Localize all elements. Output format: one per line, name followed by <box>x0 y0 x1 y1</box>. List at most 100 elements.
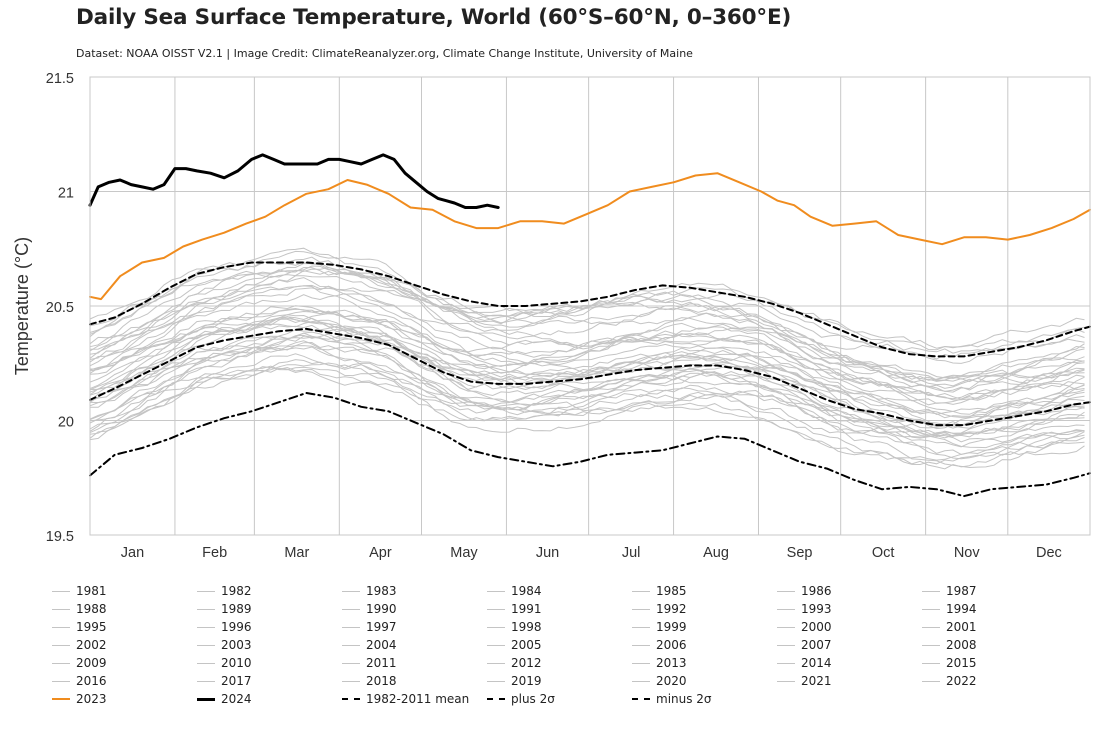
legend-label: 1997 <box>366 620 397 634</box>
legend-label: 1981 <box>76 584 107 598</box>
legend-label: 1988 <box>76 602 107 616</box>
legend-item[interactable]: 2017 <box>197 673 252 689</box>
legend-item[interactable]: 2014 <box>777 655 832 671</box>
legend-item[interactable]: 2001 <box>922 619 977 635</box>
legend-item[interactable]: 2010 <box>197 655 252 671</box>
legend-label: 1995 <box>76 620 107 634</box>
series-line-2012 <box>89 284 1085 381</box>
legend-item[interactable]: minus 2σ <box>632 691 712 707</box>
legend-item[interactable]: 2018 <box>342 673 397 689</box>
chart-subtitle: Dataset: NOAA OISST V2.1 | Image Credit:… <box>76 47 693 60</box>
legend-label: 2018 <box>366 674 397 688</box>
legend-item[interactable]: 1987 <box>922 583 977 599</box>
series-line-1985 <box>89 365 1085 443</box>
legend-item[interactable]: 1983 <box>342 583 397 599</box>
gray-year-lines <box>89 247 1085 470</box>
legend-item[interactable]: 2022 <box>922 673 977 689</box>
legend-item[interactable]: 1989 <box>197 601 252 617</box>
legend-swatch <box>52 608 70 610</box>
legend-item[interactable]: 2013 <box>632 655 687 671</box>
legend-label: 2001 <box>946 620 977 634</box>
legend-item[interactable]: 2024 <box>197 691 252 707</box>
series-line-2002 <box>89 311 1085 416</box>
legend-item[interactable]: 2015 <box>922 655 977 671</box>
x-tick-label: Jan <box>121 545 144 561</box>
legend-item[interactable]: 1988 <box>52 601 107 617</box>
legend-item[interactable]: 2016 <box>52 673 107 689</box>
legend-swatch <box>197 662 215 664</box>
x-tick-label: Aug <box>703 545 729 561</box>
legend-item[interactable]: 2008 <box>922 637 977 653</box>
legend-item[interactable]: 1998 <box>487 619 542 635</box>
x-tick-label: Sep <box>787 545 813 561</box>
legend-item[interactable]: 1986 <box>777 583 832 599</box>
legend-label: 1982-2011 mean <box>366 692 470 706</box>
legend-item[interactable]: 1991 <box>487 601 542 617</box>
legend-item[interactable]: plus 2σ <box>487 691 555 707</box>
legend-item[interactable]: 2019 <box>487 673 542 689</box>
legend-swatch <box>487 644 505 646</box>
series-line-1982-2011-mean <box>89 327 1091 427</box>
x-tick-label: Apr <box>369 545 392 561</box>
legend-item[interactable]: 2002 <box>52 637 107 653</box>
legend-swatch <box>342 608 360 610</box>
legend-label: 1982 <box>221 584 252 598</box>
legend-item[interactable]: 1992 <box>632 601 687 617</box>
x-tick-label: Dec <box>1036 545 1062 561</box>
legend-item[interactable]: 1990 <box>342 601 397 617</box>
legend-item[interactable]: 1985 <box>632 583 687 599</box>
legend-swatch <box>632 608 650 610</box>
legend-swatch <box>342 644 360 646</box>
legend-swatch <box>922 608 940 610</box>
legend-item[interactable]: 1996 <box>197 619 252 635</box>
y-tick-label: 20.5 <box>46 300 74 316</box>
legend-swatch <box>922 680 940 682</box>
legend-swatch <box>922 644 940 646</box>
legend-swatch <box>52 662 70 664</box>
legend-label: 2009 <box>76 656 107 670</box>
legend-item[interactable]: 2004 <box>342 637 397 653</box>
legend-item[interactable]: 1997 <box>342 619 397 635</box>
legend-swatch <box>52 680 70 682</box>
legend-label: 1986 <box>801 584 832 598</box>
legend-item[interactable]: 1999 <box>632 619 687 635</box>
legend-item[interactable]: 2021 <box>777 673 832 689</box>
series-line-1996 <box>89 324 1085 418</box>
legend-item[interactable]: 2005 <box>487 637 542 653</box>
legend-swatch <box>777 626 795 628</box>
series-line-1986 <box>89 340 1085 470</box>
legend-item[interactable]: 2006 <box>632 637 687 653</box>
legend-label: 2023 <box>76 692 107 706</box>
legend-item[interactable]: 1995 <box>52 619 107 635</box>
x-tick-label: Nov <box>954 545 981 561</box>
legend-item[interactable]: 2023 <box>52 691 107 707</box>
legend-item[interactable]: 2011 <box>342 655 397 671</box>
series-line-2019 <box>89 250 1085 351</box>
legend-item[interactable]: 1984 <box>487 583 542 599</box>
legend-item[interactable]: 2003 <box>197 637 252 653</box>
series-line-plus-2- <box>89 261 1091 358</box>
legend-item[interactable]: 1981 <box>52 583 107 599</box>
legend-label: 1983 <box>366 584 397 598</box>
x-tick-label: Jun <box>536 545 559 561</box>
legend-label: 1991 <box>511 602 542 616</box>
legend-swatch <box>922 626 940 628</box>
legend-swatch <box>197 680 215 682</box>
series-line-1987 <box>89 359 1085 449</box>
legend-swatch <box>197 697 215 701</box>
series-line-2007 <box>89 277 1085 392</box>
legend-item[interactable]: 1994 <box>922 601 977 617</box>
series-line-2013 <box>89 285 1085 406</box>
legend-item[interactable]: 1993 <box>777 601 832 617</box>
legend-item[interactable]: 2009 <box>52 655 107 671</box>
legend-item[interactable]: 1982 <box>197 583 252 599</box>
legend-item[interactable]: 2007 <box>777 637 832 653</box>
legend-item[interactable]: 2012 <box>487 655 542 671</box>
legend-swatch <box>922 590 940 592</box>
legend-item[interactable]: 2020 <box>632 673 687 689</box>
sst-line-chart: 19.5 20 20.5 21 21.5 Jan Feb Mar Apr May Jun Jul Aug… <box>12 71 1091 561</box>
legend-label: 2008 <box>946 638 977 652</box>
legend-label: 1985 <box>656 584 687 598</box>
legend-item[interactable]: 2000 <box>777 619 832 635</box>
legend-item[interactable]: 1982-2011 mean <box>342 691 469 707</box>
